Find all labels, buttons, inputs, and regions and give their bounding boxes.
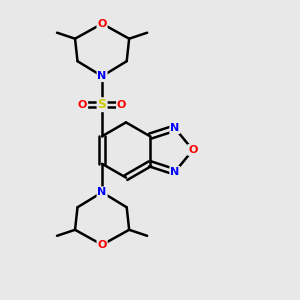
- Text: N: N: [98, 71, 107, 81]
- Text: N: N: [170, 123, 179, 133]
- Text: O: O: [188, 145, 197, 155]
- Text: N: N: [98, 187, 107, 197]
- Text: O: O: [117, 100, 126, 110]
- Text: N: N: [170, 167, 179, 177]
- Text: O: O: [78, 100, 87, 110]
- Text: O: O: [98, 19, 107, 29]
- Text: S: S: [98, 98, 106, 111]
- Text: O: O: [98, 240, 107, 250]
